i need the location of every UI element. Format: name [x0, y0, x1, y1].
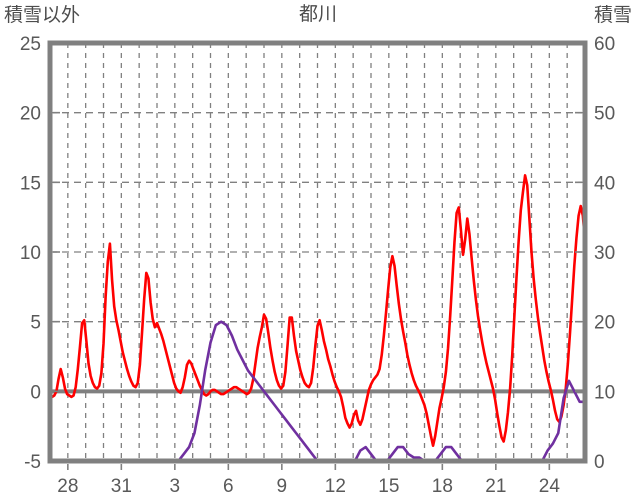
- left-tick-label: 10: [20, 243, 41, 264]
- right-tick-label: 30: [594, 243, 615, 264]
- right-tick-label: 60: [594, 34, 615, 55]
- left-tick-label: 25: [20, 34, 41, 55]
- plot-frame: [47, 40, 588, 464]
- x-tick-label: 3: [170, 476, 181, 497]
- x-tick-label: 24: [539, 476, 561, 497]
- left-tick-label: -5: [24, 452, 41, 473]
- x-tick-label: 15: [378, 476, 399, 497]
- x-axis-tick-labels: 28 31 3 6 9 12 15 18 21 24: [57, 476, 560, 497]
- right-tick-label: 20: [594, 313, 615, 334]
- right-tick-label: 0: [594, 452, 605, 473]
- page-title: 都川: [298, 4, 337, 25]
- x-tick-label: 12: [325, 476, 346, 497]
- left-axis-title: 積雪以外: [4, 5, 81, 26]
- left-tick-label: 5: [30, 313, 41, 334]
- x-tick-label: 28: [57, 476, 78, 497]
- right-tick-label: 40: [594, 173, 615, 194]
- x-tick-label: 6: [223, 476, 234, 497]
- left-tick-label: 15: [20, 173, 41, 194]
- x-tick-label: 21: [485, 476, 506, 497]
- right-tick-label: 10: [594, 382, 615, 403]
- data-series-group: [48, 174, 587, 463]
- axis-tickmarks: [53, 111, 582, 470]
- right-tick-label: 50: [594, 104, 615, 125]
- left-tick-label: 20: [20, 104, 41, 125]
- series-line-1: [48, 174, 587, 447]
- horizontal-gridlines: [50, 112, 585, 323]
- x-tick-label: 18: [432, 476, 453, 497]
- x-tick-label: 31: [111, 476, 132, 497]
- left-axis-tick-labels: -5 0 5 10 15 20 25: [20, 34, 41, 473]
- left-tick-label: 0: [30, 382, 41, 403]
- right-axis-tick-labels: 0 10 20 30 40 50 60: [594, 34, 615, 473]
- x-tick-label: 9: [277, 476, 288, 497]
- right-axis-title: 積雪: [593, 5, 632, 26]
